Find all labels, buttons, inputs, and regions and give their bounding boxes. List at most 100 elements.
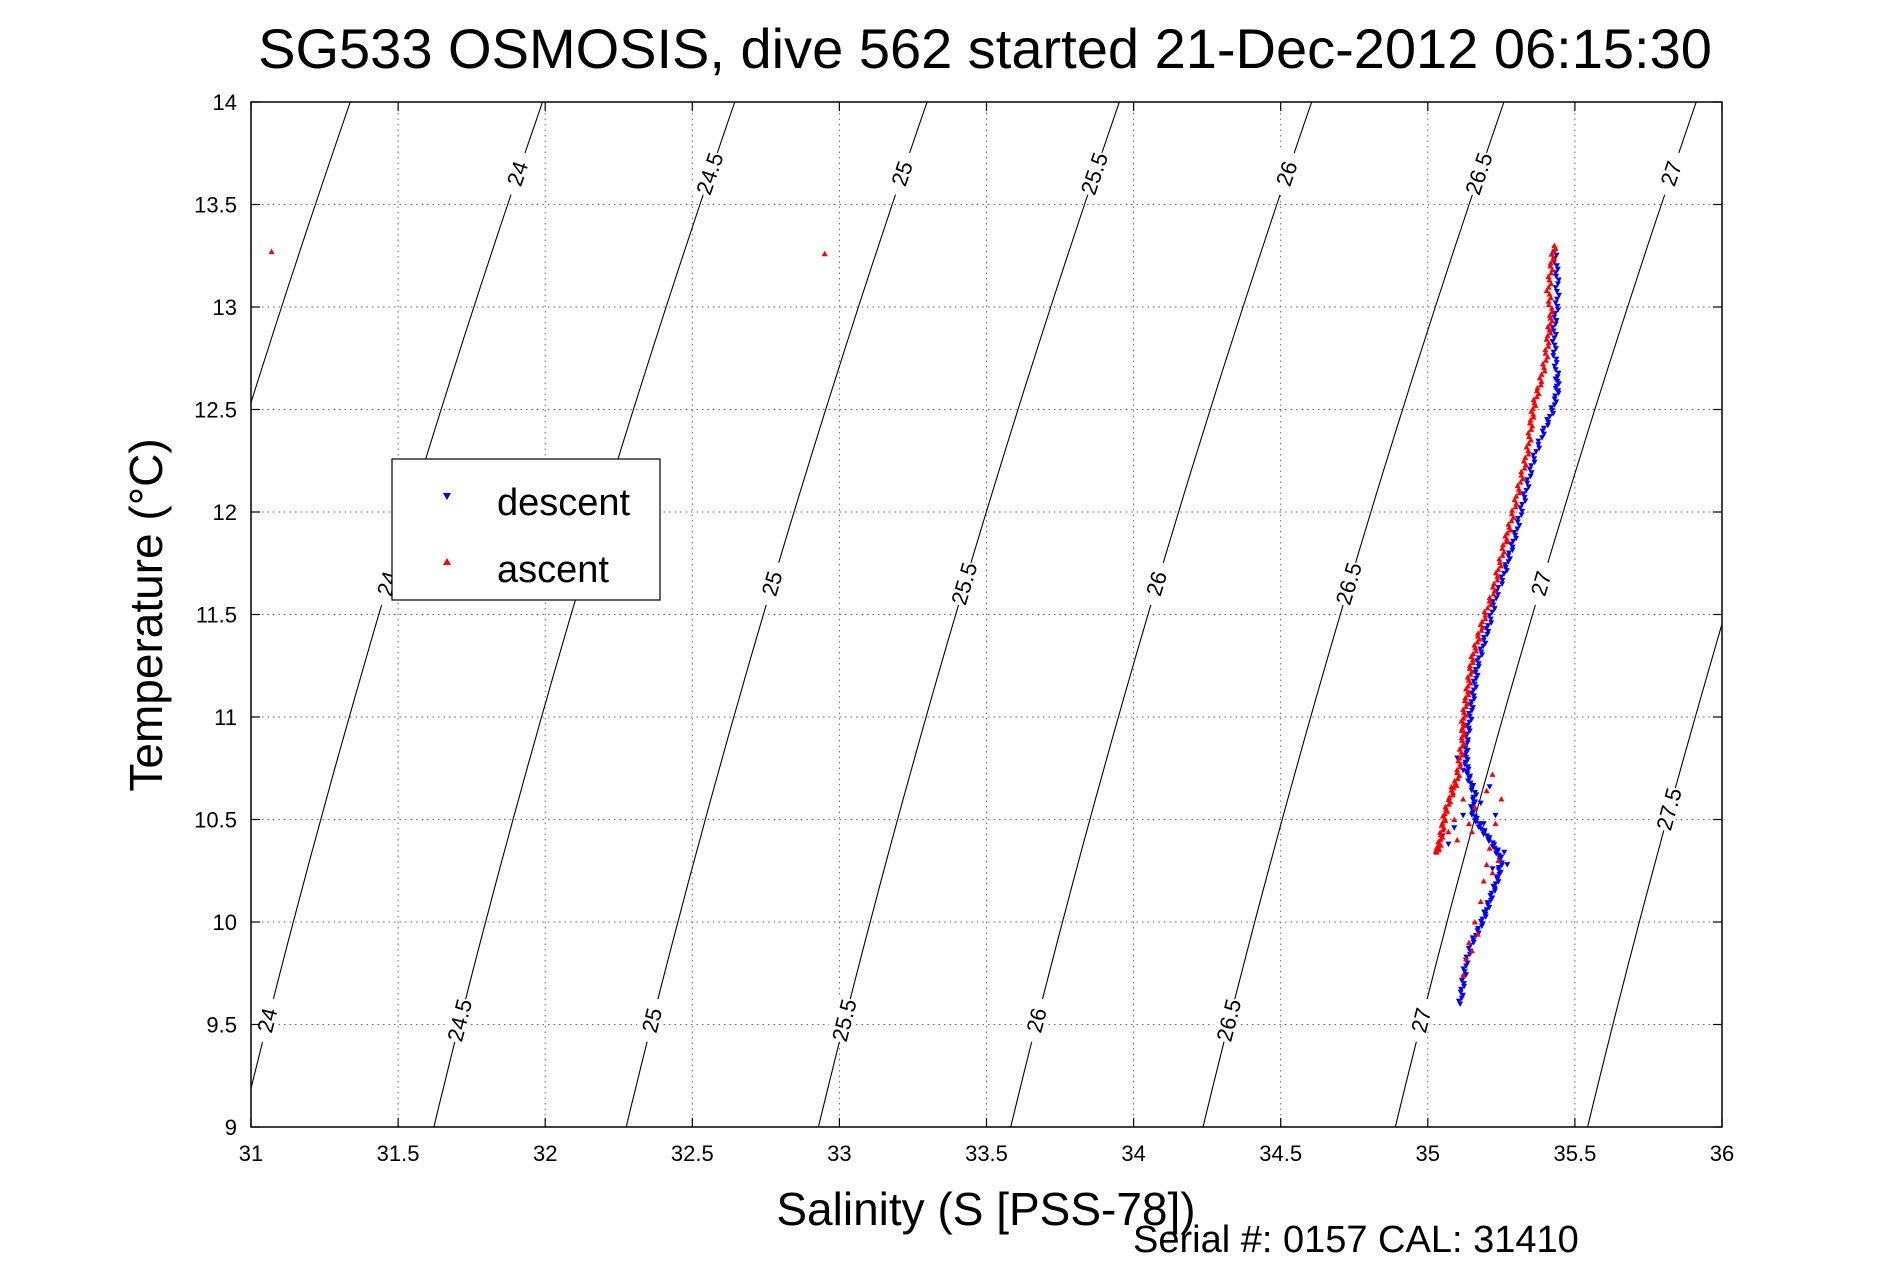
descent-point: [1555, 370, 1562, 377]
descent-point: [1451, 825, 1458, 831]
descent-point: [1491, 845, 1498, 852]
y-tick-label: 12.5: [194, 398, 237, 423]
descent-point: [1458, 986, 1465, 993]
ascent-point: [1548, 270, 1555, 276]
chart-title: SG533 OSMOSIS, dive 562 started 21-Dec-2…: [258, 17, 1712, 80]
descent-point: [1465, 945, 1472, 952]
density-label-bg: [248, 995, 282, 1044]
x-tick-label: 33: [827, 1141, 851, 1166]
descent-point: [1460, 812, 1467, 819]
descent-point: [1459, 992, 1466, 999]
descent-point: [1460, 966, 1467, 972]
ascent-point: [1547, 294, 1554, 301]
descent-point: [1512, 532, 1519, 539]
descent-point: [1525, 484, 1532, 490]
density-label-bg: [1329, 558, 1364, 608]
ascent-point: [1530, 396, 1537, 403]
descent-point: [1495, 585, 1502, 591]
density-label-bg: [689, 148, 725, 198]
ascent-point: [1533, 393, 1540, 400]
ascent-point: [1530, 411, 1537, 417]
ascent-point: [1460, 972, 1467, 978]
descent-point: [1514, 526, 1521, 532]
ascent-point: [268, 248, 275, 255]
descent-point: [1477, 800, 1484, 807]
descent-point: [1556, 292, 1563, 299]
ascent-point: [821, 250, 828, 257]
descent-point: [1549, 339, 1556, 345]
descent-point: [1530, 452, 1537, 459]
x-tick-label: 31: [239, 1141, 263, 1166]
ascent-point: [1495, 857, 1502, 863]
descent-point: [1470, 801, 1477, 808]
ascent-point: [1481, 608, 1488, 615]
descent-point: [1474, 658, 1481, 664]
descent-point: [1535, 438, 1542, 445]
descent-point: [1554, 296, 1561, 303]
density-contour-label-bottom: 24: [252, 1005, 282, 1035]
y-tick-label: 12: [213, 500, 237, 525]
descent-point: [1552, 367, 1559, 373]
ascent-point: [1548, 305, 1555, 311]
descent-point: [1522, 498, 1529, 504]
descent-point: [1487, 897, 1494, 904]
ascent-point: [1479, 624, 1486, 630]
descent-point: [1464, 960, 1471, 966]
descent-point: [1475, 664, 1482, 670]
ascent-point: [1489, 771, 1496, 777]
descent-point: [1466, 710, 1473, 717]
ascent-point: [1517, 479, 1524, 485]
descent-point: [1550, 349, 1557, 356]
ascent-point: [1486, 594, 1493, 601]
descent-point: [1466, 728, 1473, 735]
descent-point: [1552, 300, 1559, 306]
descent-point: [1458, 978, 1465, 984]
descent-point: [1528, 470, 1535, 476]
ascent-point: [1550, 257, 1557, 263]
ascent-point: [1451, 816, 1458, 822]
ascent-point: [1548, 308, 1555, 315]
ascent-point: [1539, 360, 1546, 367]
data-points: [268, 242, 1563, 1007]
ascent-point: [1514, 482, 1521, 489]
ascent-point: [1468, 828, 1475, 835]
descent-point: [1539, 428, 1546, 435]
descent-point: [1508, 541, 1515, 548]
ascent-point: [1460, 706, 1467, 712]
descent-point: [1470, 940, 1477, 946]
descent-point: [1483, 833, 1490, 839]
descent-point: [1552, 346, 1559, 352]
ascent-point: [1459, 725, 1466, 731]
descent-point: [1461, 761, 1468, 768]
x-tick-label: 34.5: [1259, 1141, 1302, 1166]
ascent-point: [1458, 727, 1465, 733]
ascent-point: [1527, 417, 1534, 423]
ascent-point: [1482, 612, 1489, 618]
descent-point: [1475, 661, 1482, 667]
descent-point: [1468, 699, 1475, 705]
ascent-point: [1454, 837, 1461, 843]
legend-descent-marker: [443, 493, 451, 500]
descent-point: [1502, 565, 1509, 571]
x-tick-label: 36: [1710, 1141, 1734, 1166]
ascent-point: [1460, 796, 1467, 802]
descent-point: [1554, 266, 1561, 273]
descent-point: [1553, 263, 1560, 269]
descent-point: [1515, 515, 1522, 522]
descent-point: [1510, 538, 1517, 545]
descent-point: [1471, 696, 1478, 702]
descent-point: [1553, 356, 1560, 363]
ascent-point: [1552, 245, 1559, 251]
ascent-point: [1487, 601, 1494, 608]
ascent-point: [1546, 312, 1553, 318]
descent-point: [1498, 862, 1505, 869]
x-tick-label: 32: [533, 1141, 557, 1166]
density-label-bg: [497, 148, 533, 198]
ascent-point: [1457, 763, 1464, 770]
descent-point: [1540, 425, 1547, 432]
descent-point: [1539, 435, 1546, 441]
ascent-point: [1468, 947, 1475, 954]
descent-point: [1469, 705, 1476, 711]
ascent-point: [1543, 336, 1550, 342]
ascent-point: [1526, 419, 1533, 426]
